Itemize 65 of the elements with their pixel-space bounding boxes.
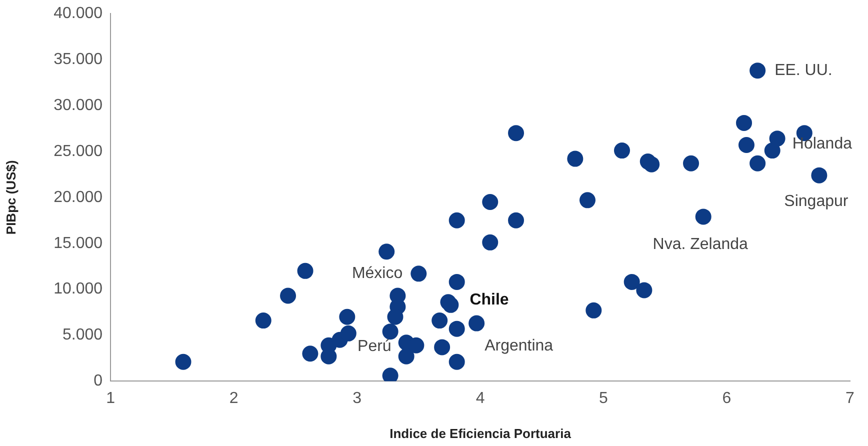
point: [398, 348, 414, 364]
point: [434, 339, 450, 356]
point: [302, 346, 318, 362]
y-tick-label: 10.000: [54, 280, 103, 298]
point: [482, 194, 498, 210]
point: [750, 62, 766, 79]
point: [695, 208, 712, 225]
x-tick-label: 2: [229, 390, 238, 408]
point: [448, 274, 465, 290]
point: [297, 262, 314, 279]
annotation: Holanda: [792, 135, 852, 152]
point: [567, 150, 584, 167]
point: [636, 282, 652, 298]
point: [378, 244, 395, 260]
point: [340, 325, 356, 342]
point: [644, 156, 660, 172]
y-tick-label: 40.000: [54, 5, 103, 22]
y-tick-label: 0: [94, 372, 103, 390]
point: [624, 274, 640, 290]
point: [811, 167, 828, 184]
x-tick-label: 4: [476, 390, 485, 408]
point: [408, 337, 424, 354]
point: [280, 288, 296, 304]
point: [255, 312, 272, 329]
annotation: Singapur: [784, 192, 849, 210]
point: [448, 320, 465, 337]
point: [410, 266, 427, 282]
point: [586, 302, 602, 318]
y-tick-label: 25.000: [54, 142, 103, 160]
point: [432, 312, 448, 329]
point: [339, 308, 356, 325]
x-tick-label: 5: [599, 390, 608, 408]
x-tick-label: 3: [352, 390, 362, 408]
annotation: Argentina: [484, 338, 554, 355]
annotation: Chile: [470, 291, 509, 308]
annotation: Nva. Zelanda: [652, 236, 748, 254]
y-axis-title: PIBpc (US$): [3, 160, 18, 235]
point: [750, 155, 766, 172]
y-tick-label: 5.000: [62, 326, 103, 344]
x-tick-label: 7: [846, 390, 855, 408]
point: [614, 142, 630, 159]
point: [508, 212, 524, 228]
y-tick-label: 15.000: [54, 234, 103, 252]
y-tick-label: 20.000: [54, 188, 103, 206]
x-axis-title: Indice de Eficiencia Portuaria: [390, 426, 572, 441]
point: [448, 354, 465, 370]
point: [387, 308, 404, 325]
annotation: EE. UU.: [774, 62, 832, 79]
point: [736, 114, 752, 131]
point: [738, 137, 754, 154]
point: [175, 354, 192, 370]
annotation: México: [352, 265, 403, 282]
point: [508, 125, 524, 142]
point: [382, 324, 398, 340]
point: [448, 212, 465, 228]
y-tick-label: 30.000: [54, 96, 103, 114]
point: [468, 315, 485, 332]
annotation: Perú: [358, 338, 392, 356]
point: [482, 234, 498, 250]
x-tick-label: 6: [722, 390, 732, 408]
y-tick-label: 35.000: [54, 50, 103, 68]
x-tick-label: 1: [106, 390, 116, 408]
point: [579, 192, 596, 208]
point: [683, 155, 700, 172]
point: [769, 130, 786, 147]
